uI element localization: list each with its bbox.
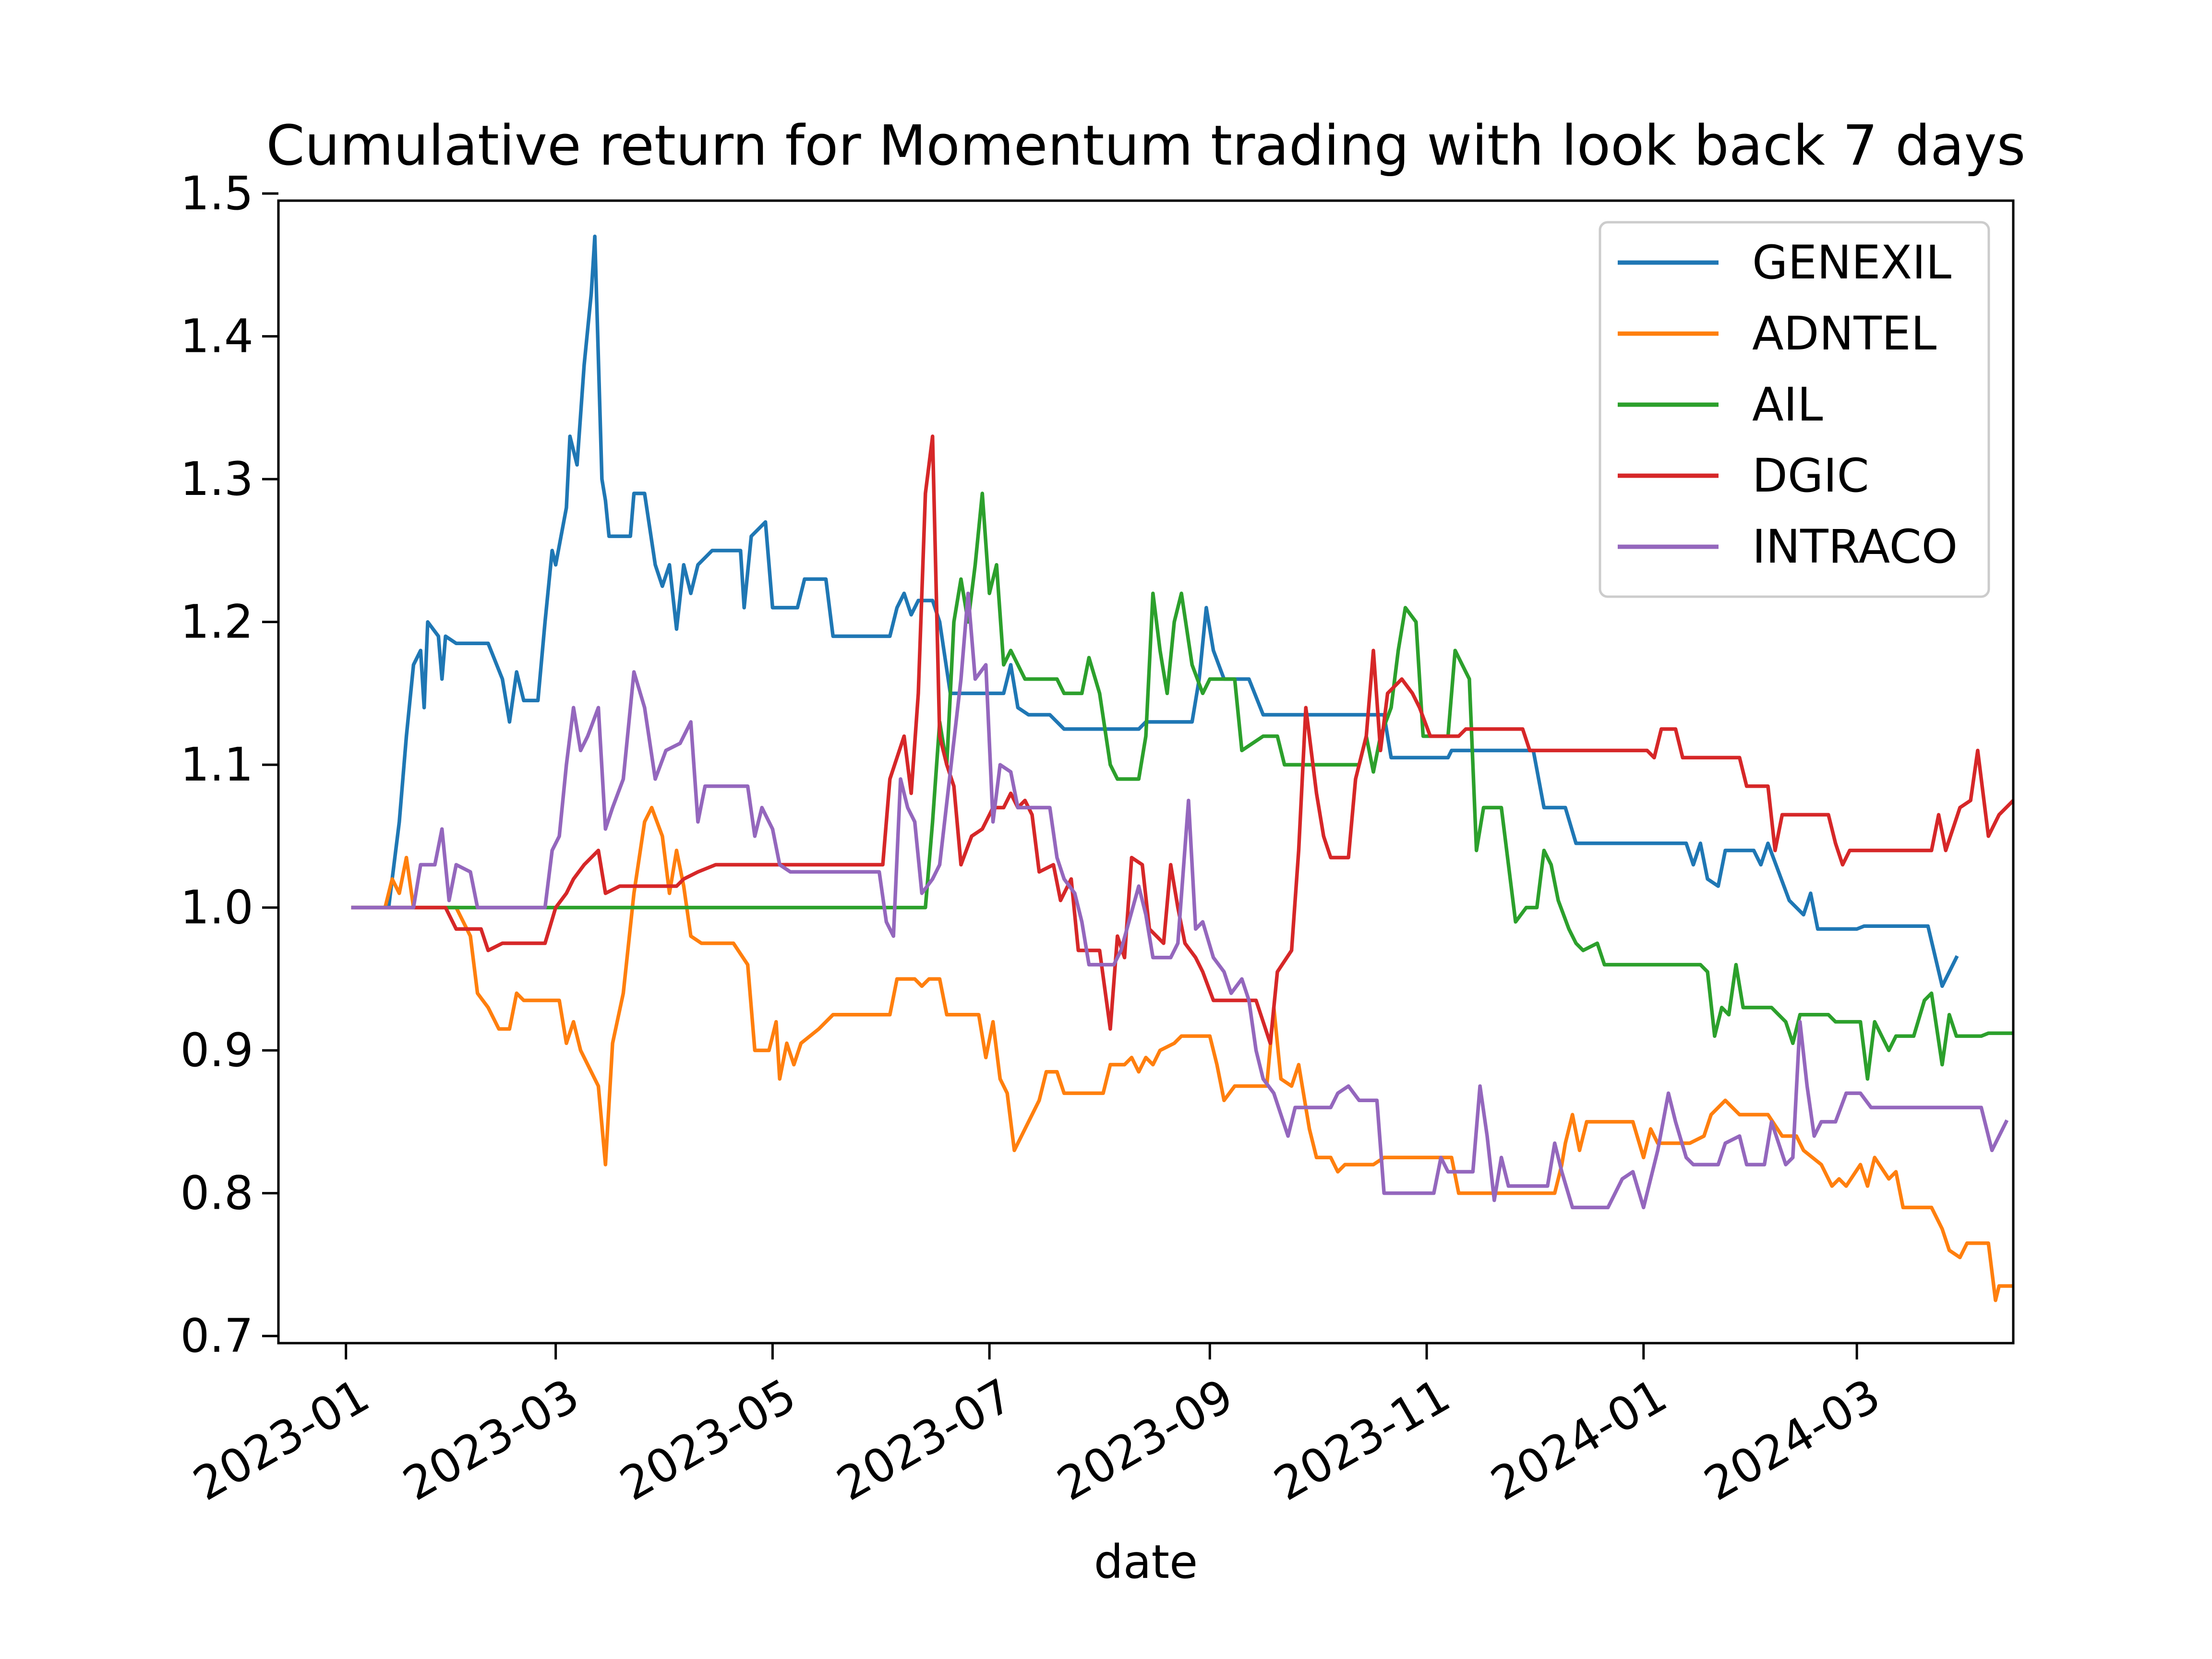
y-axis: 0.7 0.8 0.9 1.0 1.1 1.2 1.3 1.4 1.5 — [180, 167, 278, 1363]
legend-label-intraco: INTRACO — [1752, 520, 1958, 574]
plot-frame — [277, 199, 2015, 1345]
y-tick-label: 1.5 — [180, 167, 253, 220]
legend-label-adntel: ADNTEL — [1752, 307, 1936, 361]
legend-label-ail: AIL — [1752, 378, 1823, 432]
y-tick-label: 1.3 — [180, 452, 253, 506]
series-line-adntel — [351, 805, 2013, 1302]
series-line-dgic — [351, 434, 2013, 1046]
legend: GENEXIL ADNTEL AIL DGIC INTRACO — [1599, 221, 1990, 598]
legend-label-dgic: DGIC — [1752, 449, 1869, 503]
y-tick-label: 1.4 — [180, 310, 253, 363]
y-tick-label: 1.0 — [180, 881, 253, 935]
series-line-genexil — [351, 234, 1959, 988]
y-tick-label: 0.8 — [180, 1166, 253, 1220]
y-tick-label: 0.7 — [180, 1309, 253, 1363]
legend-frame — [1599, 221, 1990, 598]
series-line-intraco — [351, 591, 2009, 1210]
x-axis-label: date — [1094, 1535, 1198, 1589]
legend-label-genexil: GENEXIL — [1752, 236, 1951, 289]
series-layer — [351, 234, 2013, 1302]
y-tick-label: 1.1 — [180, 738, 253, 792]
chart-title: Cumulative return for Momentum trading w… — [266, 114, 2025, 178]
y-tick-label: 1.2 — [180, 595, 253, 649]
y-tick-label: 0.9 — [180, 1023, 253, 1077]
